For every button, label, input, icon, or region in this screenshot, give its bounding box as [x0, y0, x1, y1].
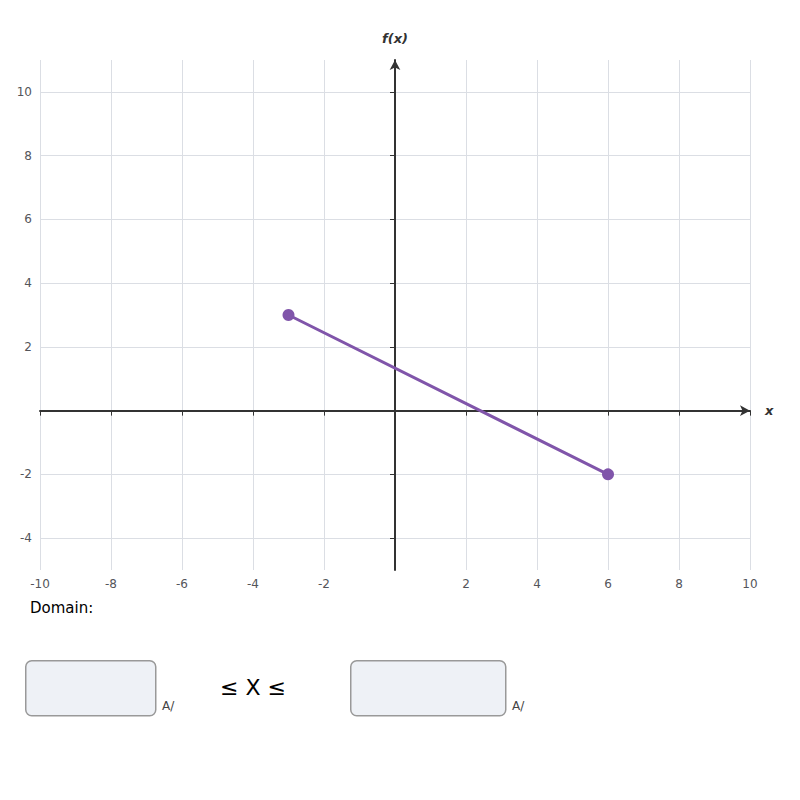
svg-text:-8: -8: [105, 577, 117, 591]
svg-text:-4: -4: [20, 531, 32, 545]
svg-text:f(x): f(x): [382, 31, 408, 46]
svg-text:-6: -6: [176, 577, 188, 591]
svg-text:-2: -2: [20, 467, 32, 481]
svg-text:10: 10: [17, 85, 32, 99]
svg-text:A/: A/: [512, 699, 525, 713]
svg-text:x: x: [764, 403, 774, 418]
svg-text:A/: A/: [162, 699, 175, 713]
svg-text:8: 8: [675, 577, 683, 591]
svg-text:Domain:: Domain:: [30, 599, 93, 617]
svg-text:-2: -2: [318, 577, 330, 591]
svg-text:6: 6: [24, 212, 32, 226]
svg-text:4: 4: [533, 577, 541, 591]
svg-text:-4: -4: [247, 577, 259, 591]
svg-text:10: 10: [742, 577, 757, 591]
svg-text:8: 8: [24, 149, 32, 163]
svg-text:2: 2: [462, 577, 470, 591]
svg-text:≤ X ≤: ≤ X ≤: [220, 675, 286, 700]
svg-text:2: 2: [24, 340, 32, 354]
svg-text:4: 4: [24, 276, 32, 290]
svg-text:-10: -10: [30, 577, 50, 591]
svg-text:6: 6: [604, 577, 612, 591]
